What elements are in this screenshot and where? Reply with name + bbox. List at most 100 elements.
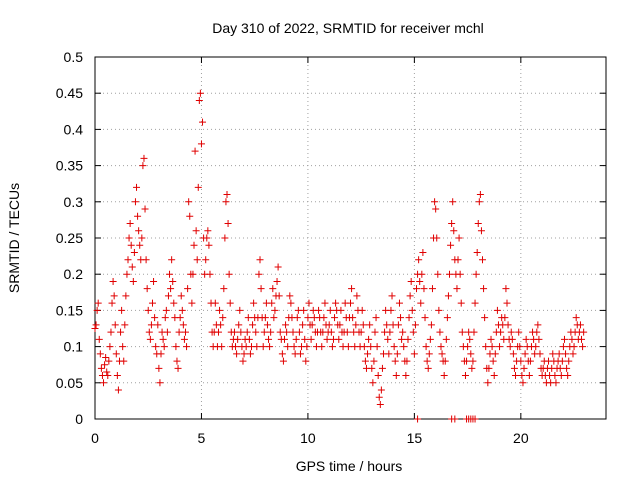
data-point <box>103 368 111 376</box>
data-point <box>246 350 254 358</box>
data-point <box>496 343 504 351</box>
data-point <box>261 314 269 322</box>
data-point <box>343 328 351 336</box>
data-point <box>374 372 382 380</box>
data-point <box>526 357 534 365</box>
data-point <box>407 277 415 285</box>
data-point <box>471 299 479 307</box>
data-point <box>427 321 435 329</box>
data-point <box>481 314 489 322</box>
data-point <box>226 299 234 307</box>
data-point <box>139 162 147 170</box>
data-point <box>257 285 265 293</box>
data-point <box>260 328 268 336</box>
data-point <box>390 343 398 351</box>
data-point <box>123 270 131 278</box>
data-point <box>453 285 461 293</box>
data-point <box>509 350 517 358</box>
data-point <box>556 364 564 372</box>
data-point <box>225 270 233 278</box>
data-point <box>214 328 222 336</box>
data-point <box>91 325 99 332</box>
data-point <box>432 205 440 213</box>
data-point <box>473 248 481 256</box>
data-point <box>391 357 399 365</box>
data-point <box>112 350 120 358</box>
data-point <box>245 335 253 343</box>
y-tick-label: 0.35 <box>56 158 83 174</box>
data-point <box>335 335 343 343</box>
data-point <box>263 321 271 329</box>
axis-ticks: 0 0.05 0.1 0.15 0.2 0.25 0.3 0.35 0.4 0.45 0.5 0 5 10… <box>56 49 606 446</box>
data-point <box>490 372 498 380</box>
data-point <box>510 364 518 372</box>
data-point <box>157 350 165 358</box>
data-point <box>174 364 182 372</box>
data-point <box>422 343 430 351</box>
data-point <box>564 372 572 380</box>
data-point <box>307 335 315 343</box>
y-tick-label: 0.45 <box>56 85 83 101</box>
data-point <box>151 314 159 322</box>
data-point <box>256 256 264 264</box>
data-point <box>192 227 200 235</box>
data-point <box>202 256 210 264</box>
data-point <box>549 350 557 358</box>
data-point <box>125 234 133 242</box>
data-point <box>501 314 509 322</box>
data-point <box>397 314 405 322</box>
y-tick-label: 0.5 <box>64 49 84 65</box>
data-point <box>476 191 484 199</box>
data-point <box>94 299 102 307</box>
data-point <box>141 205 149 213</box>
data-point <box>522 335 530 343</box>
data-point <box>233 350 241 358</box>
data-point <box>360 343 368 351</box>
data-point <box>515 328 523 336</box>
data-point <box>431 198 439 206</box>
data-point <box>223 191 231 199</box>
data-point <box>259 343 267 351</box>
data-point <box>448 220 456 228</box>
data-point <box>471 415 479 423</box>
data-point <box>124 256 132 264</box>
data-point <box>305 299 313 307</box>
data-point <box>129 277 137 285</box>
data-point <box>178 306 186 314</box>
data-point <box>267 328 275 336</box>
data-point <box>414 415 422 423</box>
data-point <box>555 350 563 358</box>
data-point <box>304 314 312 322</box>
data-point <box>392 372 400 380</box>
data-point <box>503 299 511 307</box>
data-point <box>92 321 100 329</box>
data-point <box>118 306 126 314</box>
data-point <box>287 299 295 307</box>
data-point <box>372 314 380 322</box>
data-point <box>370 357 378 365</box>
data-point <box>534 321 542 329</box>
data-point <box>290 343 298 351</box>
data-point <box>136 241 144 249</box>
data-point <box>315 306 323 314</box>
data-point <box>504 321 512 329</box>
data-point <box>477 227 485 235</box>
data-point <box>97 364 105 372</box>
data-point <box>568 335 576 343</box>
data-point <box>194 183 202 191</box>
data-point <box>558 357 566 365</box>
data-point <box>134 212 142 220</box>
data-point <box>535 335 543 343</box>
data-point <box>493 306 501 314</box>
data-point <box>469 357 477 365</box>
data-point <box>337 306 345 314</box>
data-point <box>443 314 451 322</box>
data-point <box>521 350 529 358</box>
data-point <box>410 350 418 358</box>
data-point <box>100 379 108 387</box>
y-axis-label: SRMTID / TECUs <box>6 183 22 293</box>
y-tick-label: 0 <box>75 411 83 427</box>
data-point <box>120 357 128 365</box>
data-point <box>347 299 354 307</box>
